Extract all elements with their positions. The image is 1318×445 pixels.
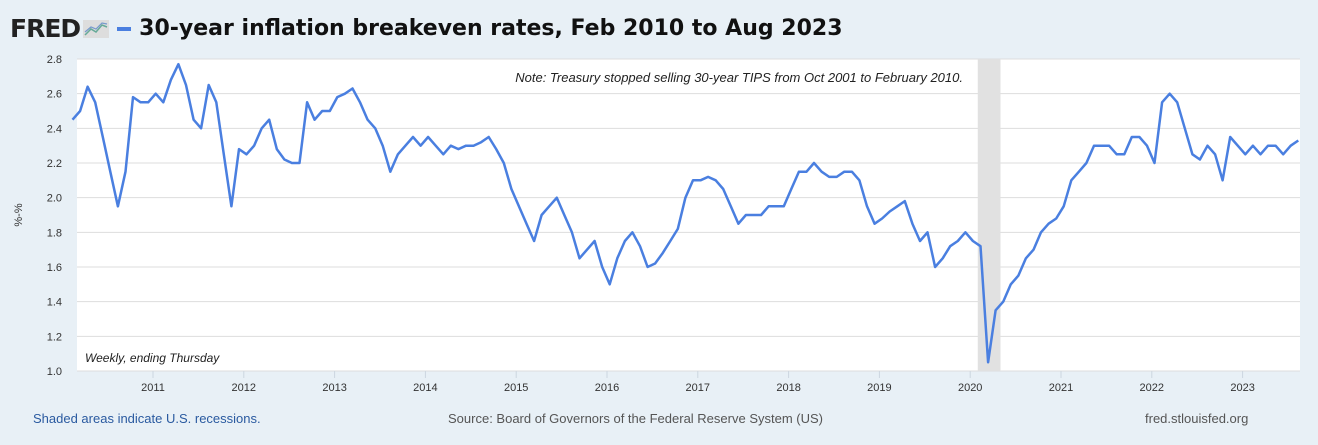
source-note: Source: Board of Governors of the Federa… [448,411,823,426]
y-tick-label: 2.6 [47,89,62,101]
recession-note: Shaded areas indicate U.S. recessions. [33,411,261,426]
y-tick-label: 2.8 [47,54,62,66]
x-tick-label: 2019 [867,382,891,394]
chart-title: 30-year inflation breakeven rates, Feb 2… [139,16,843,41]
x-tick-label: 2022 [1140,382,1164,394]
x-tick-label: 2016 [595,382,619,394]
x-tick-label: 2011 [141,382,165,394]
chart-header: FRED 30-year inflation breakeven rates, … [10,14,843,43]
y-tick-label: 1.4 [47,297,62,309]
x-tick-label: 2012 [232,382,256,394]
plot-area [77,59,1300,371]
frequency-note: Weekly, ending Thursday [85,351,220,365]
site-link[interactable]: fred.stlouisfed.org [1145,411,1249,426]
chart-note: Note: Treasury stopped selling 30-year T… [515,70,963,85]
x-tick-label: 2014 [413,382,437,394]
y-tick-label: 1.0 [47,366,62,378]
x-tick-label: 2020 [958,382,982,394]
y-axis-label: %-% [13,203,25,226]
y-tick-label: 1.8 [47,227,62,239]
x-tick-label: 2015 [504,382,528,394]
x-tick-label: 2013 [322,382,346,394]
y-tick-label: 2.0 [47,193,62,205]
fred-logo[interactable]: FRED [10,14,81,43]
recession-shading [977,59,1001,371]
x-tick-label: 2018 [776,382,800,394]
x-tick-label: 2023 [1230,382,1254,394]
fred-chart-icon [83,19,110,38]
y-tick-label: 1.6 [47,262,62,274]
y-tick-label: 2.4 [47,123,62,135]
series-line[interactable] [71,62,1300,364]
y-tick-label: 2.2 [47,158,62,170]
y-tick-label: 1.2 [47,331,62,343]
x-tick-label: 2017 [686,382,710,394]
x-tick-label: 2021 [1049,382,1073,394]
series-legend-swatch [117,26,132,31]
